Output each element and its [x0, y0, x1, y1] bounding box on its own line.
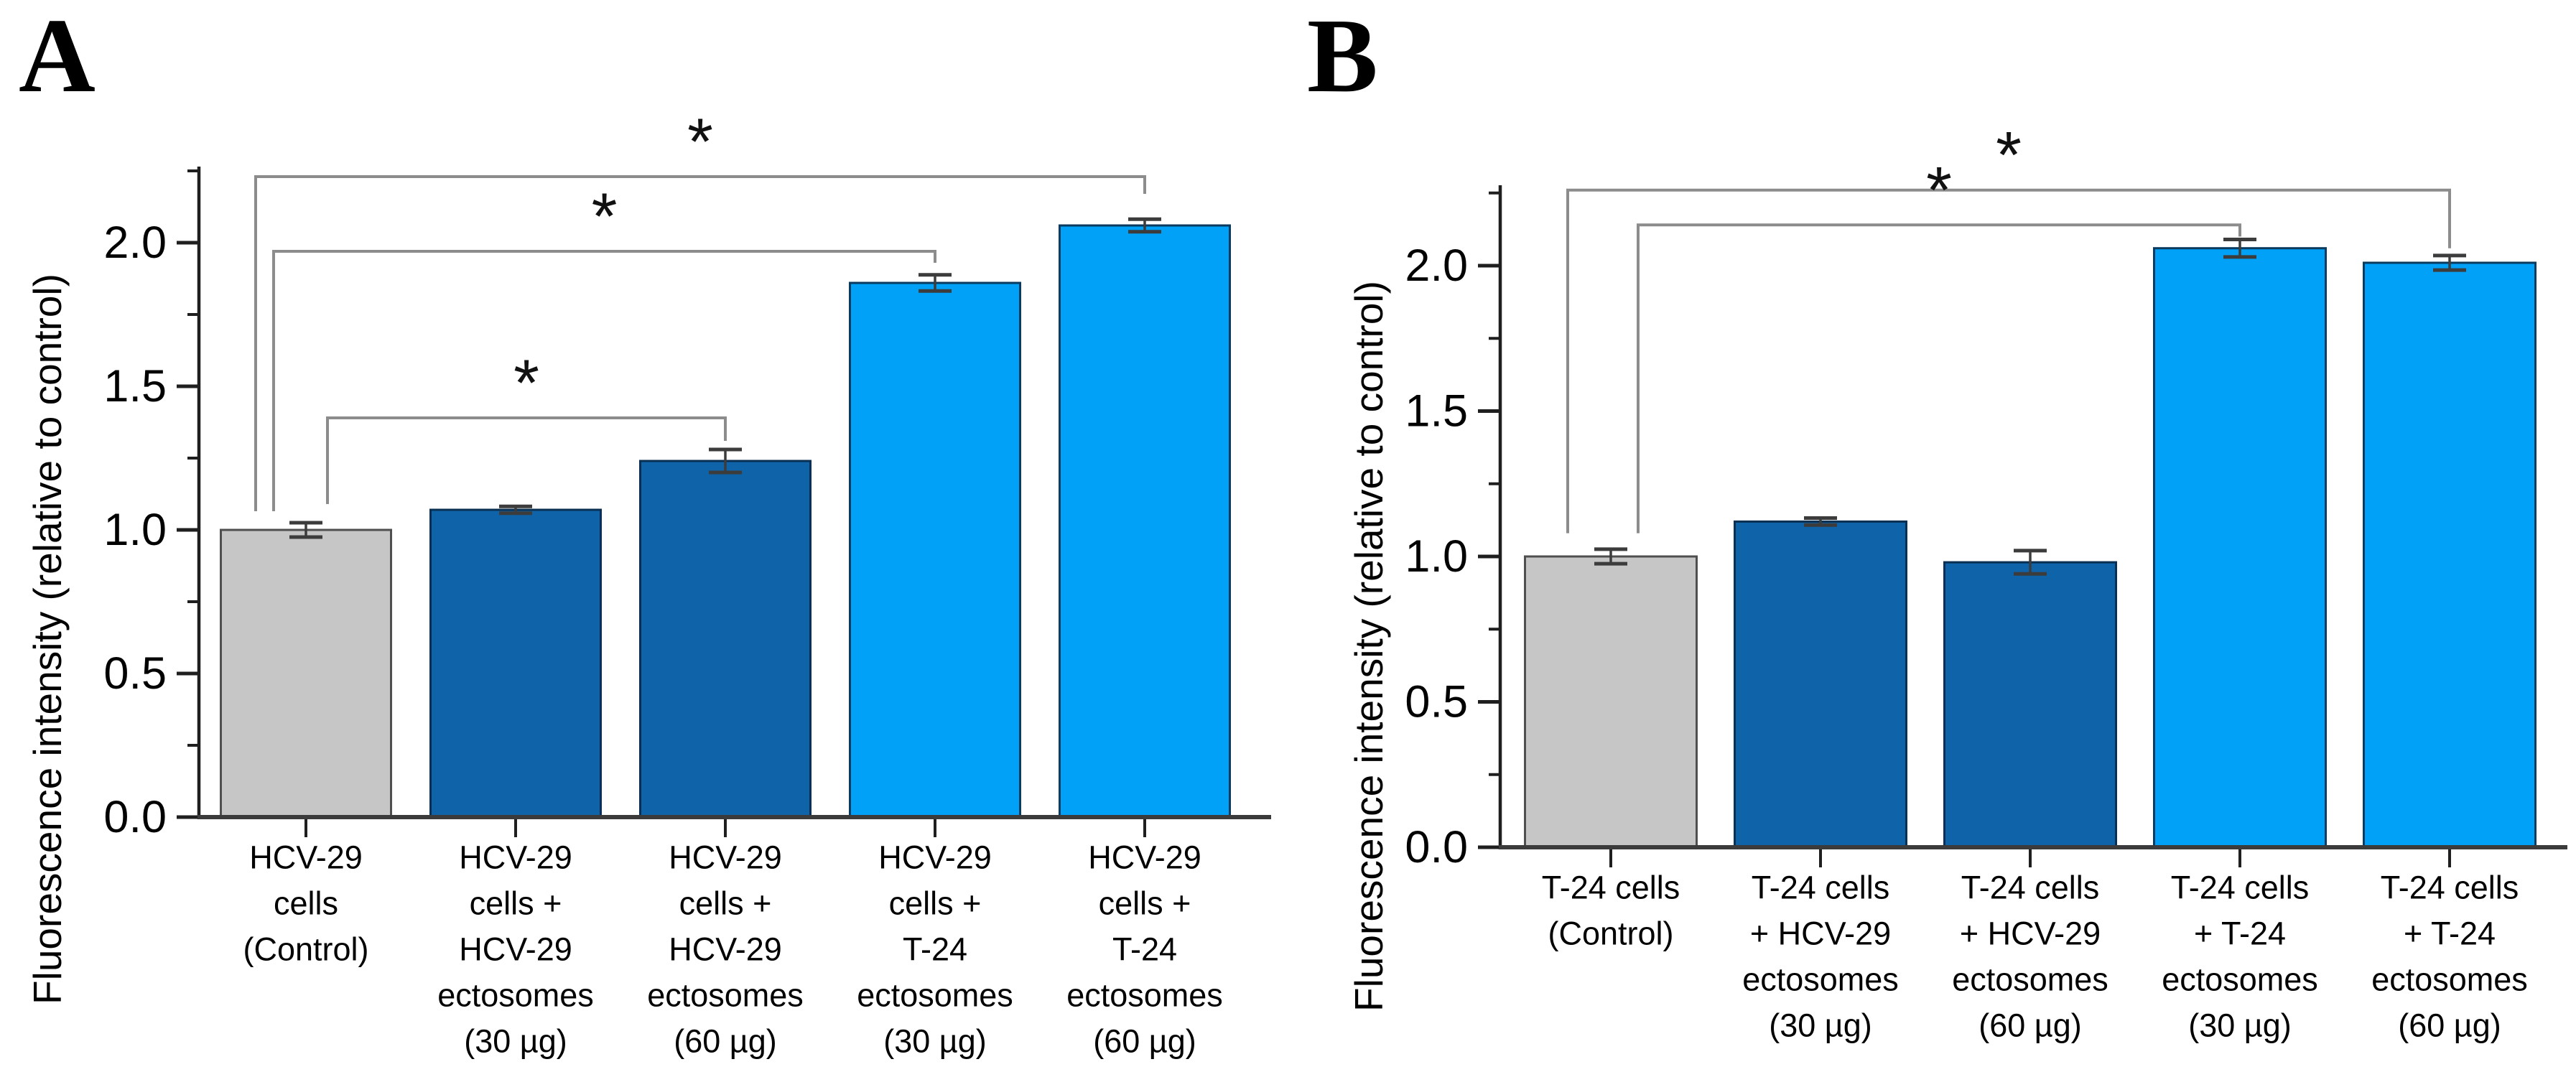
category-label: (60 µg) — [1093, 1023, 1196, 1060]
bar — [1524, 555, 1698, 849]
bar — [1059, 224, 1231, 819]
bar — [429, 508, 602, 819]
category-label: + HCV-29 — [1750, 915, 1891, 952]
y-tick-label: 1.0 — [103, 505, 167, 555]
category-label: (60 µg) — [1979, 1007, 2081, 1044]
category-label: ectosomes — [1742, 961, 1899, 998]
category-label: (30 µg) — [1769, 1007, 1871, 1044]
panel-b: B Fluorescence intensity (relative to co… — [1285, 0, 2576, 1072]
category-label: HCV-29 — [459, 931, 572, 968]
y-tick-label: 2.0 — [1405, 241, 1468, 291]
y-tick-label: 0.5 — [1405, 677, 1468, 727]
category-label: ectosomes — [2371, 961, 2528, 998]
category-label: T-24 cells — [1961, 870, 2100, 906]
significance-star: * — [1926, 154, 1952, 227]
panel-a-letter: A — [19, 0, 96, 115]
panel-b-plot: 0.0 0.5 1.0 1.5 2.0 T-24 cells (Control) T-24 c… — [1405, 119, 2567, 1044]
category-label: ectosomes — [857, 977, 1013, 1014]
category-label: (Control) — [1548, 915, 1673, 952]
panel-a: A Fluorescence intensity (relative to co… — [0, 0, 1285, 1072]
bar — [220, 528, 392, 819]
category-label: + T-24 — [2194, 915, 2286, 952]
category-label: cells + — [470, 885, 562, 922]
significance-bracket — [254, 175, 1146, 511]
significance-star: * — [513, 347, 539, 420]
category-label: ectosomes — [2162, 961, 2318, 998]
category-label: ectosomes — [1066, 977, 1223, 1014]
category-label: (30 µg) — [464, 1023, 567, 1060]
significance-bracket — [272, 250, 936, 511]
category-label: (Control) — [243, 931, 368, 968]
category-label: T-24 — [1112, 931, 1177, 968]
y-tick-label: 0.5 — [103, 648, 167, 699]
significance-bracket — [1566, 188, 2451, 533]
category-label: T-24 cells — [2381, 870, 2519, 906]
panel-a-plot: 0.0 0.5 1.0 1.5 2.0 HCV-29 cells (Control) HCV-2… — [103, 106, 1271, 1060]
category-label: HCV-29 — [249, 839, 363, 876]
y-tick-label: 1.0 — [1405, 531, 1468, 582]
category-label: + HCV-29 — [1960, 915, 2101, 952]
category-label: cells + — [679, 885, 772, 922]
category-label: HCV-29 — [669, 839, 782, 876]
category-label: T-24 cells — [2171, 870, 2310, 906]
significance-star: * — [592, 180, 618, 253]
significance-bracket — [326, 416, 727, 504]
category-label: T-24 cells — [1752, 870, 1890, 906]
significance-star: * — [687, 106, 713, 179]
category-label: HCV-29 — [669, 931, 782, 968]
category-label: (30 µg) — [883, 1023, 986, 1060]
category-label: cells — [274, 885, 338, 922]
bar — [2363, 261, 2537, 849]
category-label: T-24 — [903, 931, 967, 968]
y-tick-label: 1.5 — [103, 361, 167, 411]
category-label: HCV-29 — [878, 839, 992, 876]
category-label: ectosomes — [647, 977, 804, 1014]
significance-star: * — [1996, 119, 2022, 192]
bar — [2153, 247, 2327, 849]
category-label: T-24 cells — [1542, 870, 1680, 906]
category-label: ectosomes — [1952, 961, 2108, 998]
category-label: ectosomes — [437, 977, 594, 1014]
bar — [1943, 561, 2117, 849]
panel-b-letter: B — [1307, 0, 1378, 115]
significance-bracket — [1637, 223, 2241, 533]
category-label: (60 µg) — [2398, 1007, 2501, 1044]
category-label: HCV-29 — [1088, 839, 1201, 876]
category-label: (30 µg) — [2188, 1007, 2291, 1044]
category-label: cells + — [889, 885, 982, 922]
category-label: (60 µg) — [674, 1023, 776, 1060]
y-tick-label: 1.5 — [1405, 386, 1468, 437]
y-tick-label: 2.0 — [103, 218, 167, 268]
bar — [849, 281, 1021, 819]
y-tick-label: 0.0 — [1405, 822, 1468, 872]
bar — [639, 460, 812, 819]
category-label: cells + — [1099, 885, 1191, 922]
category-label: HCV-29 — [459, 839, 572, 876]
y-tick-label: 0.0 — [103, 792, 167, 842]
bar — [1734, 520, 1907, 849]
category-label: + T-24 — [2404, 915, 2496, 952]
